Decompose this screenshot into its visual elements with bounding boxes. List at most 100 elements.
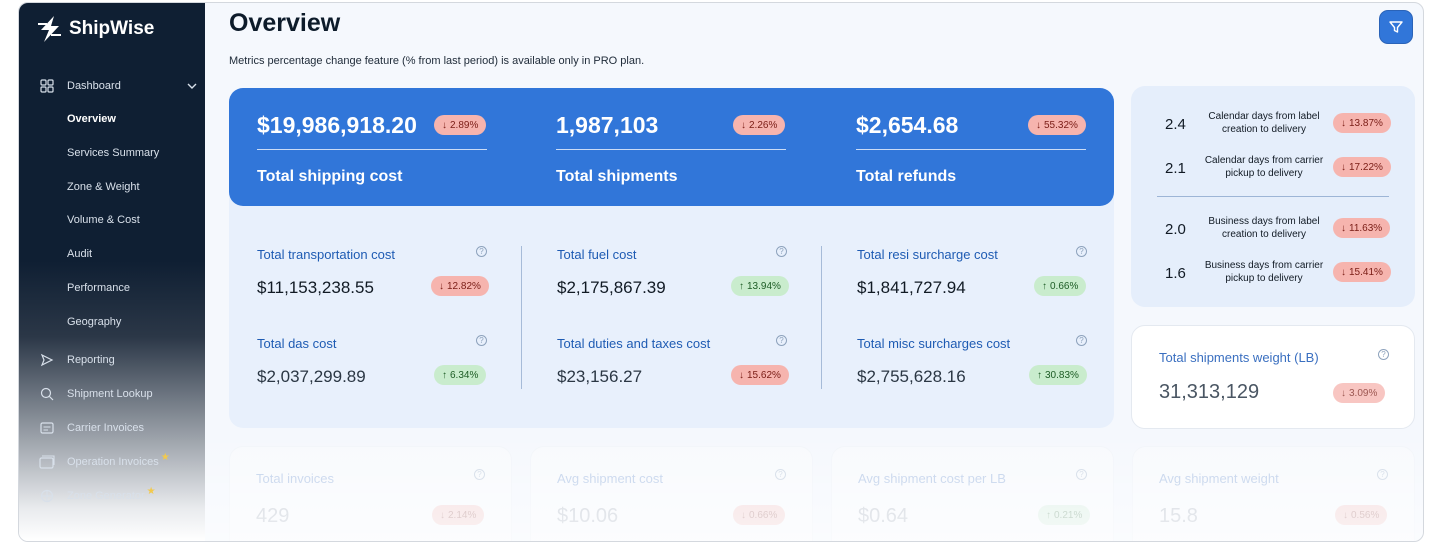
metric-label: Avg shipment cost: [557, 471, 663, 486]
sidebar-item-zone-generator[interactable]: Zone Generator ★: [39, 485, 156, 504]
transit-value: 2.0: [1165, 221, 1186, 238]
sidebar-item-label: Operation Invoices: [67, 456, 159, 468]
arrow-down-icon: ↓: [1341, 117, 1346, 129]
sidebar-item-label: Shipment Lookup: [67, 388, 153, 400]
arrow-down-icon: ↓: [440, 509, 445, 521]
metric-value: $1,841,727.94: [857, 278, 966, 297]
transit-row: 2.1 Calendar days from carrier pickup to…: [1131, 153, 1415, 183]
main-content: Overview Metrics percentage change featu…: [205, 3, 1423, 541]
globe-icon: [39, 488, 55, 504]
search-icon: [39, 386, 55, 402]
arrow-up-icon: ↑: [1046, 509, 1051, 521]
help-icon[interactable]: ?: [1076, 335, 1087, 346]
help-icon[interactable]: ?: [776, 246, 787, 257]
metric-label: Avg shipment cost per LB: [858, 471, 1006, 486]
divider: [1157, 196, 1389, 197]
metric-value: $2,755,628.16: [857, 367, 966, 386]
metric-label: Total duties and taxes cost: [557, 336, 711, 351]
sidebar-subitem-audit[interactable]: Audit: [67, 248, 93, 260]
transit-row: 2.4 Calendar days from label creation to…: [1131, 109, 1415, 139]
sidebar: ShipWise Dashboard Overview Services Sum…: [19, 3, 205, 541]
metric-value: $0.64: [858, 505, 909, 527]
sidebar-item-shipment-lookup[interactable]: Shipment Lookup: [39, 386, 153, 402]
kpi-value: 1,987,103: [556, 112, 659, 138]
sidebar-item-dashboard[interactable]: Dashboard: [39, 78, 121, 94]
help-icon[interactable]: ?: [775, 469, 786, 480]
brand[interactable]: ShipWise: [37, 15, 154, 43]
kpi-value: $19,986,918.20: [257, 112, 417, 138]
metric-label: Total misc surcharges cost: [857, 336, 1011, 351]
send-icon: [39, 352, 55, 368]
transit-label: Business days from carrier pickup to del…: [1204, 260, 1324, 284]
chevron-down-icon[interactable]: [187, 77, 197, 95]
transit-label: Calendar days from label creation to del…: [1208, 111, 1320, 135]
arrow-down-icon: ↓: [1341, 222, 1346, 234]
change-badge: ↓ 0.56%: [1335, 505, 1388, 525]
sidebar-item-carrier-invoices[interactable]: Carrier Invoices: [39, 420, 144, 436]
help-icon[interactable]: ?: [476, 335, 487, 346]
help-icon[interactable]: ?: [1076, 246, 1087, 257]
sidebar-subitem-zone-weight[interactable]: Zone & Weight: [67, 181, 140, 193]
help-icon[interactable]: ?: [476, 246, 487, 257]
transit-label: Business days from label creation to del…: [1208, 216, 1320, 240]
kpi-label: Total shipping cost: [257, 168, 403, 185]
help-icon[interactable]: ?: [1076, 469, 1087, 480]
sidebar-item-reporting[interactable]: Reporting: [39, 352, 115, 368]
change-badge: ↓ 55.32%: [1028, 115, 1086, 135]
change-badge: ↑ 0.66%: [1034, 276, 1087, 296]
sidebar-subitem-performance[interactable]: Performance: [67, 282, 130, 294]
transit-value: 1.6: [1165, 265, 1186, 282]
metric-label: Total resi surcharge cost: [857, 247, 998, 262]
sidebar-subitem-volume-cost[interactable]: Volume & Cost: [67, 214, 140, 226]
change-badge: ↓ 2.89%: [434, 115, 487, 135]
shipments-weight-card: Total shipments weight (LB) ? 31,313,129…: [1131, 325, 1415, 429]
change-badge: ↓ 17.22%: [1333, 157, 1391, 177]
help-icon[interactable]: ?: [776, 335, 787, 346]
pro-plan-notice: Metrics percentage change feature (% fro…: [229, 55, 645, 67]
change-badge: ↓ 11.63%: [1333, 218, 1391, 238]
pro-star-icon: ★: [160, 451, 170, 463]
change-badge: ↑ 30.83%: [1029, 365, 1087, 385]
kpi-banner: $19,986,918.20 ↓ 2.89% Total shipping cos…: [229, 88, 1114, 206]
pro-star-icon: ★: [146, 485, 156, 497]
arrow-down-icon: ↓: [1343, 509, 1348, 521]
help-icon[interactable]: ?: [474, 469, 485, 480]
help-icon[interactable]: ?: [1378, 349, 1389, 360]
divider: [821, 246, 822, 389]
brand-name: ShipWise: [69, 18, 155, 39]
transit-value: 2.4: [1165, 116, 1186, 133]
kpi-label: Total shipments: [556, 168, 678, 185]
sidebar-item-operation-invoices[interactable]: Operation Invoices ★: [39, 451, 170, 470]
kpi-value: $2,654.68: [856, 112, 959, 138]
metric-value: $2,175,867.39: [557, 278, 666, 297]
metric-value: 15.8: [1159, 505, 1198, 527]
change-badge: ↑ 13.94%: [731, 276, 789, 296]
change-badge: ↓ 15.62%: [731, 365, 789, 385]
arrow-down-icon: ↓: [1341, 387, 1346, 399]
metric-label: Total invoices: [256, 471, 335, 486]
arrow-down-icon: ↓: [741, 119, 746, 131]
change-badge: ↓ 2.26%: [733, 115, 786, 135]
change-badge: ↓ 13.87%: [1333, 113, 1391, 133]
arrow-down-icon: ↓: [442, 119, 447, 131]
arrow-down-icon: ↓: [1341, 266, 1346, 278]
metric-value: 429: [256, 505, 290, 527]
sidebar-subitem-geography[interactable]: Geography: [67, 316, 122, 328]
sidebar-item-label: Zone Generator: [67, 490, 145, 502]
sidebar-item-label: Reporting: [67, 354, 115, 366]
metric-label: Total fuel cost: [557, 247, 637, 262]
grid-icon: [39, 78, 55, 94]
sidebar-subitem-services-summary[interactable]: Services Summary: [67, 147, 160, 159]
filter-button[interactable]: [1379, 10, 1413, 44]
sidebar-subitem-overview[interactable]: Overview: [67, 113, 116, 125]
change-badge: ↓ 3.09%: [1333, 383, 1386, 403]
metric-label: Total shipments weight (LB): [1159, 350, 1319, 365]
arrow-up-icon: ↑: [442, 369, 447, 381]
divider: [521, 246, 522, 389]
change-badge: ↓ 0.66%: [733, 505, 786, 525]
invoices-icon: [39, 454, 55, 470]
change-badge: ↓ 15.41%: [1333, 262, 1391, 282]
help-icon[interactable]: ?: [1377, 469, 1388, 480]
metric-value: $2,037,299.89: [257, 367, 366, 386]
arrow-up-icon: ↑: [1037, 369, 1042, 381]
